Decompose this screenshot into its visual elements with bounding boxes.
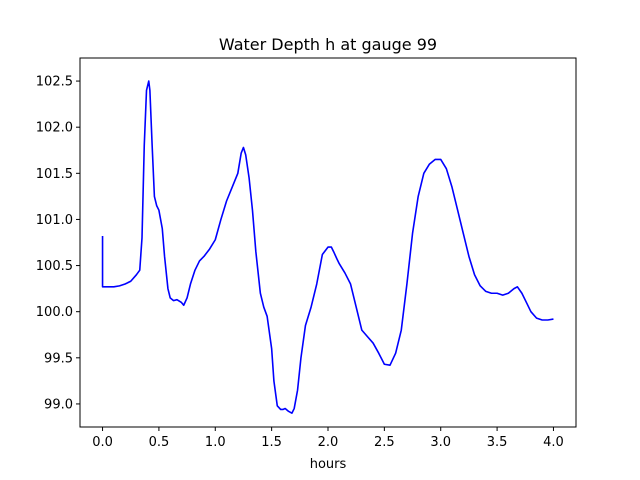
x-tick-label: 3.0: [430, 435, 451, 450]
y-tick-label: 101.5: [36, 167, 73, 182]
x-tick-label: 2.0: [318, 435, 339, 450]
y-tick-label: 100.5: [36, 259, 73, 274]
x-axis-label: hours: [310, 457, 347, 472]
x-tick-label: 0.5: [149, 435, 170, 450]
y-tick-label: 99.0: [44, 397, 73, 412]
axis-ticks: 0.0 0.5 1.0 1.5 2.0 2.5 3.0 3.5 4.0 99.0 99.5 100.0…: [36, 75, 564, 450]
x-tick-label: 0.0: [92, 435, 113, 450]
x-tick-label: 1.5: [261, 435, 282, 450]
series-line-0: [101, 80, 554, 414]
plot-area: [101, 80, 554, 414]
y-tick-label: 99.5: [44, 351, 73, 366]
x-tick-label: 2.5: [374, 435, 395, 450]
plot-frame: [79, 57, 577, 428]
x-tick-label: 3.5: [487, 435, 508, 450]
chart-title: Water Depth h at gauge 99: [219, 35, 437, 54]
y-tick-label: 102.0: [36, 121, 73, 136]
y-tick-label: 101.0: [36, 213, 73, 228]
y-tick-label: 100.0: [36, 305, 73, 320]
y-tick-label: 102.5: [36, 75, 73, 90]
x-tick-label: 1.0: [205, 435, 226, 450]
x-tick-label: 4.0: [543, 435, 564, 450]
